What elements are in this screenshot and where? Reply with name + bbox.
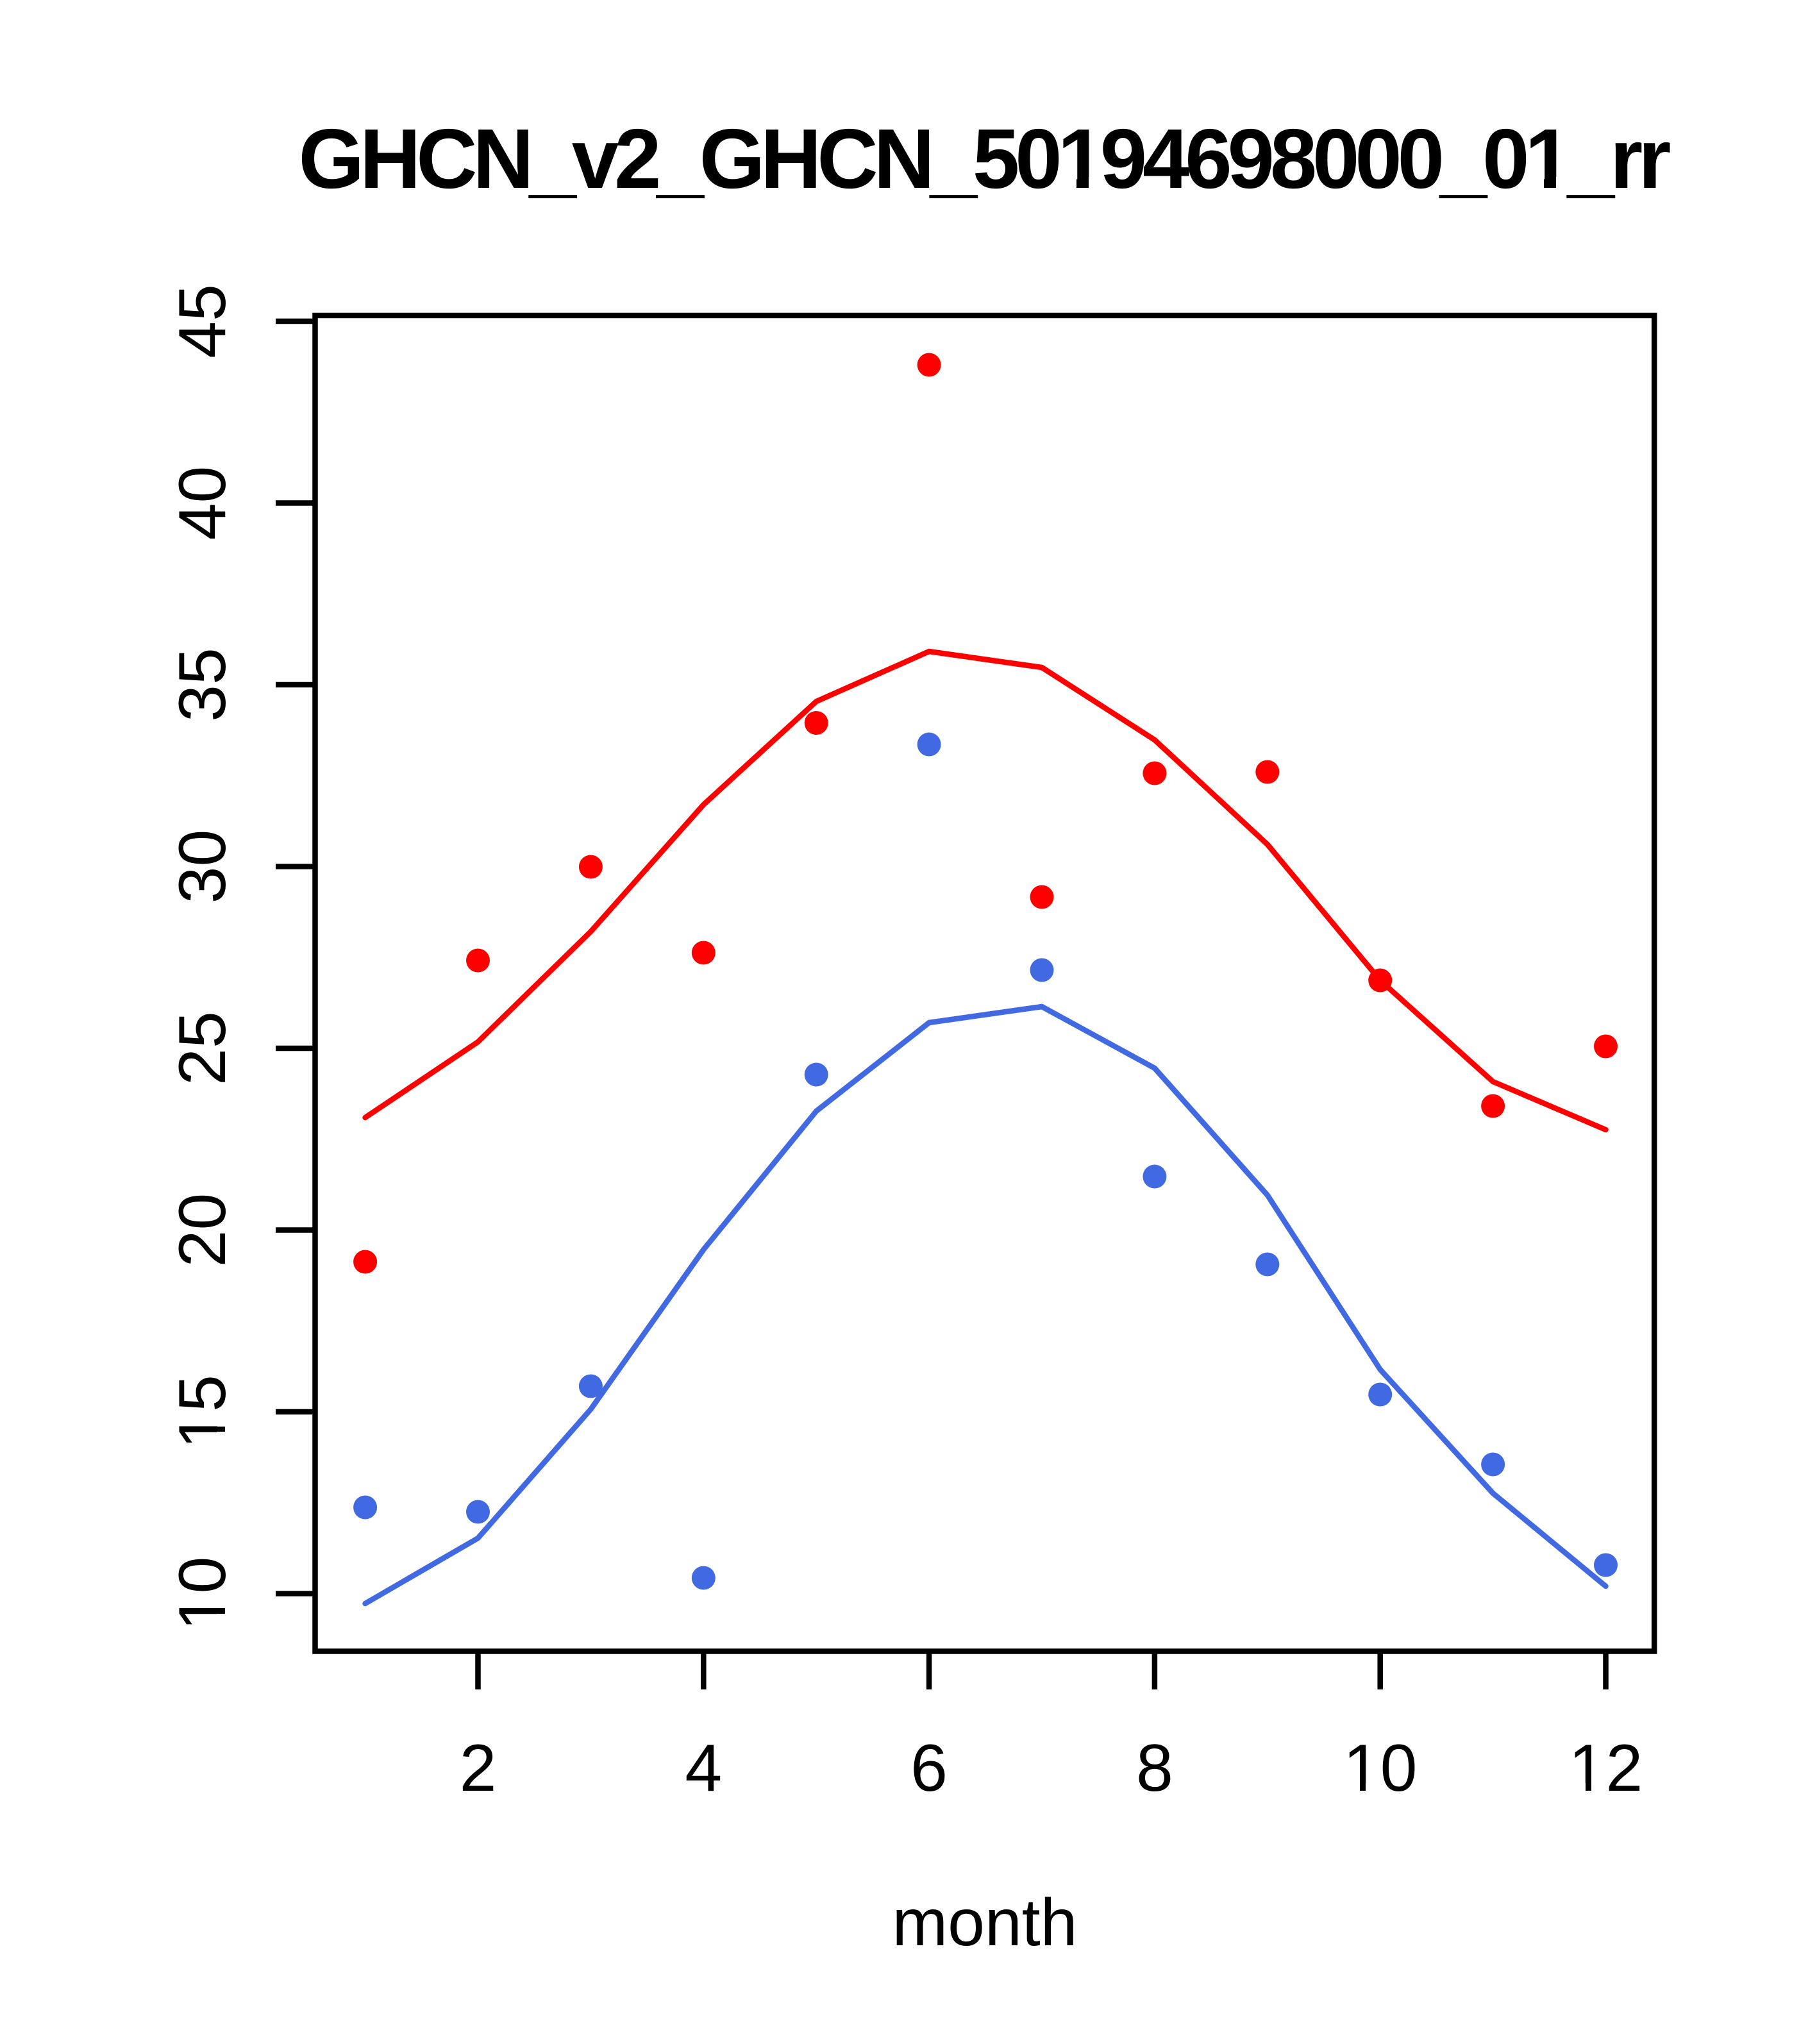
svg-text:GHCN_v2_GHCN_50194698000_01_rr: GHCN_v2_GHCN_50194698000_01_rr xyxy=(299,112,1671,206)
svg-text:35: 35 xyxy=(165,648,240,722)
svg-text:40: 40 xyxy=(165,466,240,540)
svg-text:6: 6 xyxy=(910,1731,948,1805)
svg-text:10: 10 xyxy=(165,1557,240,1631)
svg-text:12: 12 xyxy=(1569,1731,1643,1805)
svg-text:4: 4 xyxy=(685,1731,722,1805)
svg-text:20: 20 xyxy=(165,1193,240,1268)
svg-text:10: 10 xyxy=(1343,1731,1418,1805)
svg-text:8: 8 xyxy=(1136,1731,1173,1805)
svg-text:2: 2 xyxy=(460,1731,497,1805)
svg-text:30: 30 xyxy=(165,830,240,904)
svg-text:15: 15 xyxy=(165,1375,240,1449)
svg-text:45: 45 xyxy=(165,284,240,358)
svg-text:month: month xyxy=(892,1886,1077,1960)
svg-text:25: 25 xyxy=(165,1011,240,1085)
